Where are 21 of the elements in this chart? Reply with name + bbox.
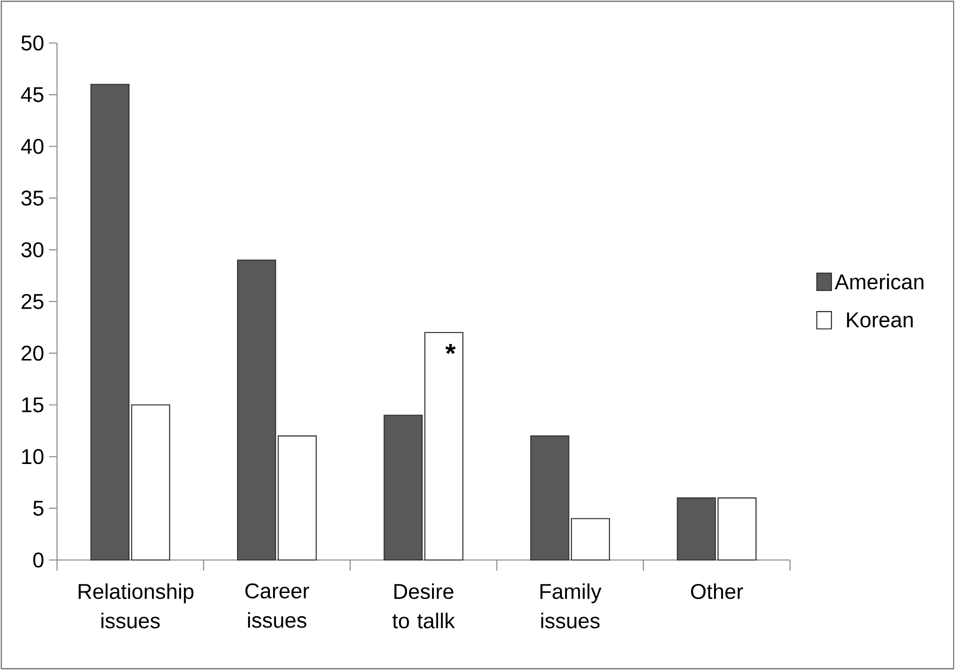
bar <box>424 332 464 561</box>
y-tick-label: 10 <box>22 449 44 464</box>
y-tick-label: 45 <box>21 87 44 102</box>
x-tick-label: Family issues <box>540 583 602 628</box>
annotation: * <box>445 344 456 354</box>
y-tick-label: 30 <box>21 242 44 258</box>
legend-label: American <box>834 274 924 290</box>
x-tick-label: Career issues <box>245 583 310 628</box>
legend-label: Korean <box>847 312 913 328</box>
x-tick-label: Desire to tallk <box>392 583 455 628</box>
y-tick-label: 50 <box>21 35 44 51</box>
y-tick-label: 15 <box>22 397 44 412</box>
bar <box>384 414 423 561</box>
y-tick-label: 25 <box>22 294 44 310</box>
x-tick-label: Relationship issues <box>78 583 194 628</box>
y-tick-label: 5 <box>33 500 44 516</box>
y-tick-label: 40 <box>21 138 44 154</box>
x-tick-label: Other <box>691 583 744 600</box>
y-tick-label: 35 <box>21 190 44 206</box>
y-tick-label: 0 <box>33 552 44 568</box>
y-tick-label: 20 <box>22 346 44 361</box>
